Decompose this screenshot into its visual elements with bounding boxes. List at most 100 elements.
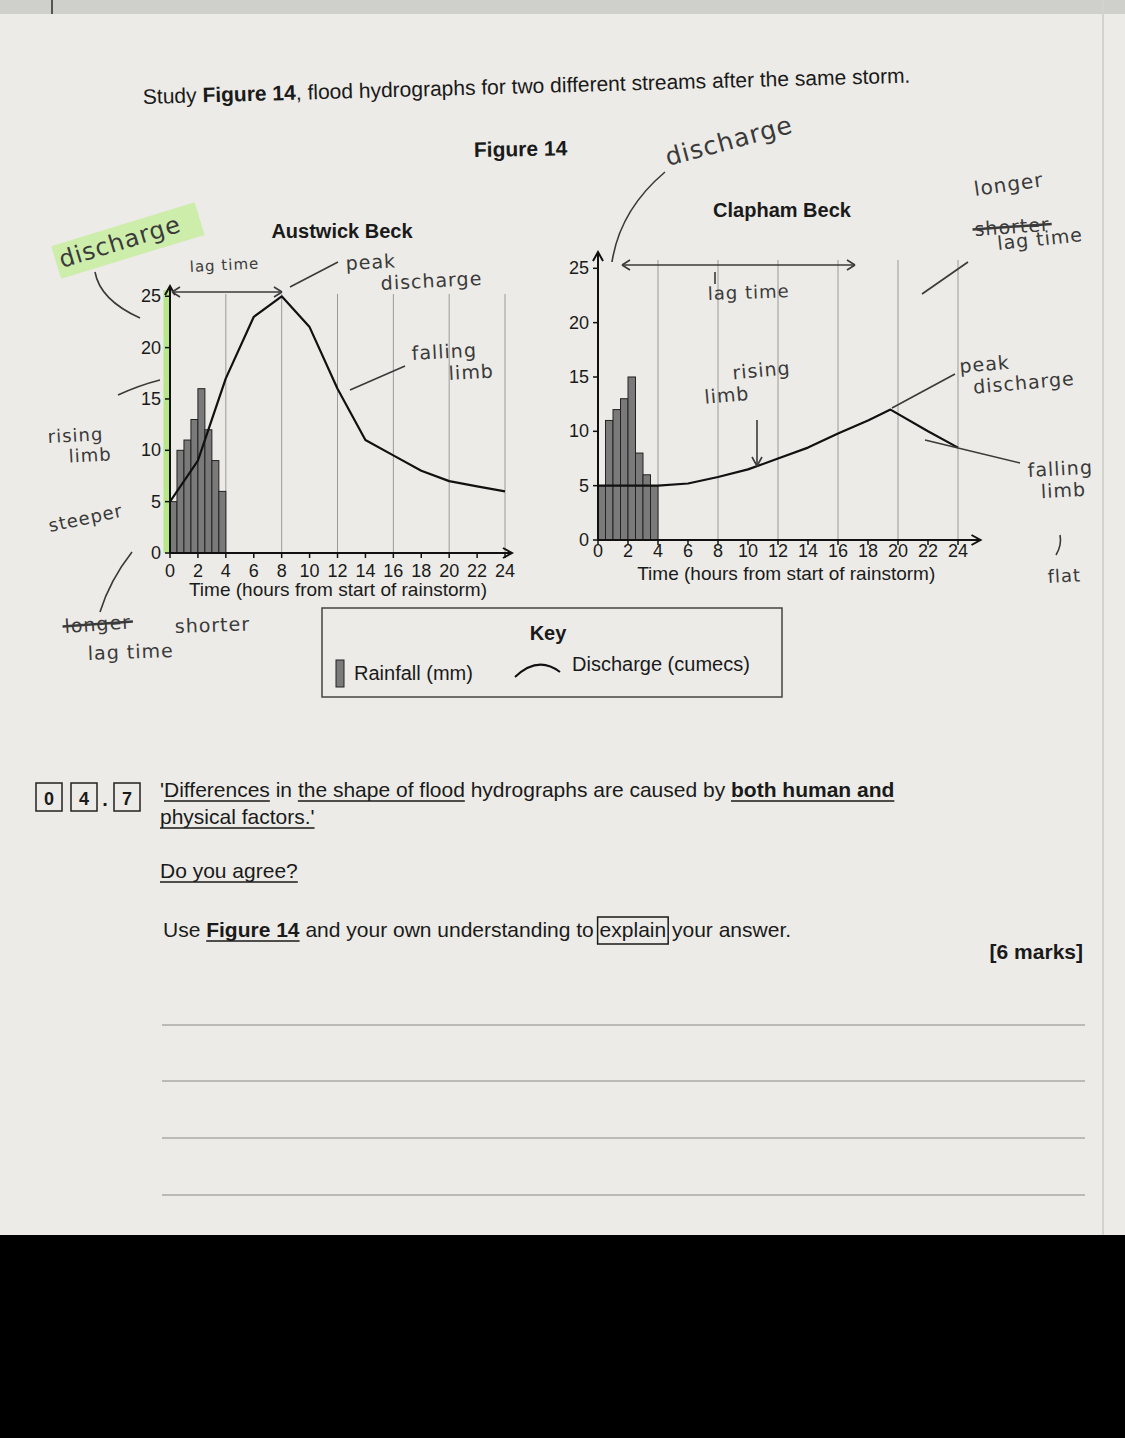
y-tick-label: 10 — [569, 421, 589, 441]
y-tick — [165, 450, 170, 452]
x-tick — [197, 553, 199, 558]
handwritten-note: peakdischarge — [345, 245, 483, 296]
rainfall-bar — [205, 430, 212, 553]
x-tick — [393, 553, 395, 558]
x-tick-label: 4 — [653, 541, 663, 561]
paper-margin — [1102, 0, 1104, 1235]
x-tick-label: 0 — [593, 541, 603, 561]
underline — [206, 940, 299, 942]
x-tick-label: 20 — [888, 541, 908, 561]
rainfall-bar — [613, 410, 621, 540]
y-tick-label: 10 — [141, 440, 161, 460]
y-axis — [169, 286, 171, 553]
underline — [160, 827, 315, 829]
x-tick-label: 18 — [858, 541, 878, 561]
key-swatch — [336, 660, 344, 687]
x-tick — [448, 553, 450, 558]
x-tick-label: 16 — [383, 561, 403, 581]
x-tick-label: 14 — [355, 561, 375, 581]
rainfall-bar — [651, 486, 659, 540]
handwritten-line: lag time — [189, 254, 259, 276]
rainfall-bar — [219, 491, 226, 553]
y-tick-label: 20 — [569, 313, 589, 333]
axis-arrow — [503, 548, 512, 558]
y-tick-label: 5 — [579, 476, 589, 496]
text-segment: your answer. — [666, 918, 791, 941]
handwritten-line: limb — [68, 443, 112, 466]
number-box — [36, 783, 62, 811]
handwritten-note: risinglimb — [701, 356, 793, 407]
handwritten-note: discharge — [662, 110, 796, 172]
y-tick — [165, 398, 170, 400]
grid-line — [838, 260, 839, 540]
hand-box — [598, 917, 669, 944]
underline — [164, 800, 270, 802]
hand-arrow — [714, 272, 716, 284]
handwritten-line: limb — [703, 382, 750, 408]
key-title: Key — [530, 622, 568, 644]
hand-arrow — [925, 440, 1020, 463]
y-tick — [165, 347, 170, 349]
rainfall-bar — [598, 486, 606, 540]
handwritten-line: rising — [731, 356, 791, 383]
hand-arrow — [290, 262, 338, 287]
handwritten-line: limb — [448, 360, 494, 384]
handwritten-note: longer — [972, 167, 1044, 200]
y-tick — [593, 322, 598, 324]
y-tick-label: 15 — [141, 389, 161, 409]
x-tick-label: 8 — [713, 541, 723, 561]
rainfall-bar — [177, 450, 184, 553]
handwritten-note: lag time — [707, 280, 790, 304]
underline — [160, 881, 298, 883]
hand-arrow — [100, 552, 132, 612]
y-tick — [165, 501, 170, 503]
rainfall-bar — [643, 475, 651, 540]
handwritten-note: peakdischarge — [958, 345, 1075, 399]
answer-line — [162, 1137, 1085, 1138]
handwritten-note: risinglimb — [47, 423, 112, 468]
chart: 0510152025024681012141618202224Time (hou… — [569, 199, 981, 584]
handwritten-note: fallinglimb — [1027, 456, 1094, 503]
key-label: Rainfall (mm) — [354, 662, 473, 684]
photo-background — [0, 0, 1125, 1438]
handwritten-line: flat — [1047, 564, 1081, 587]
x-tick — [337, 553, 339, 558]
hand-arrow — [756, 420, 758, 466]
handwritten-line: discharge — [56, 210, 185, 274]
x-tick — [253, 553, 255, 558]
x-tick-label: 8 — [277, 561, 287, 581]
text-segment: both human and — [731, 778, 894, 801]
x-tick-label: 12 — [768, 541, 788, 561]
text-segment: and your own understanding to — [300, 918, 600, 941]
y-tick-label: 25 — [569, 258, 589, 278]
strike — [63, 622, 133, 627]
text-segment: Do you agree? — [160, 859, 298, 882]
underline — [731, 800, 894, 802]
hand-arrow — [95, 272, 140, 318]
question-number: . — [102, 788, 108, 810]
axis-arrow — [972, 535, 981, 545]
handwritten-line: lag time — [707, 280, 790, 304]
y-tick — [593, 376, 598, 378]
x-tick — [365, 553, 367, 558]
hand-arrow — [612, 172, 665, 262]
hand-arrow — [847, 260, 855, 270]
x-tick-label: 6 — [249, 561, 259, 581]
y-tick-label: 15 — [569, 367, 589, 387]
x-tick-label: 24 — [948, 541, 968, 561]
x-tick — [281, 553, 283, 558]
handwritten-note: lag time — [87, 639, 174, 664]
text-segment: hydrographs are caused by — [465, 778, 731, 801]
key-box — [322, 608, 782, 697]
y-tick-label: 25 — [141, 286, 161, 306]
grid-line — [393, 294, 394, 553]
grid-line — [898, 260, 899, 540]
y-tick-label: 5 — [151, 492, 161, 512]
handwritten-line: limb — [1040, 478, 1086, 502]
handwritten-note: discharge — [56, 210, 185, 274]
hand-arrow — [922, 262, 968, 294]
y-axis — [597, 252, 599, 540]
y-tick-label: 0 — [579, 530, 589, 550]
x-tick-label: 10 — [738, 541, 758, 561]
x-tick — [504, 553, 506, 558]
